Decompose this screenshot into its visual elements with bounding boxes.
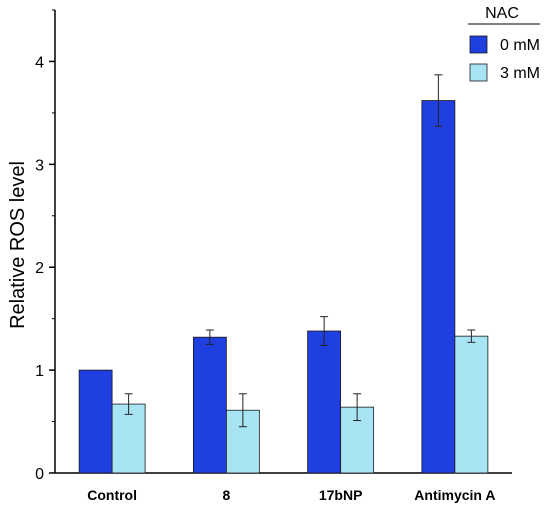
bar xyxy=(421,100,456,474)
x-category-label: Antimycin A xyxy=(414,487,495,503)
bar xyxy=(454,335,489,474)
x-category-label: Control xyxy=(87,487,137,503)
y-tick-label: 1 xyxy=(35,363,44,380)
y-tick-label: 2 xyxy=(35,260,44,277)
bars xyxy=(78,74,489,474)
legend: NAC 0 mM 3 mM xyxy=(468,5,540,82)
bar xyxy=(78,369,113,474)
bar xyxy=(307,330,342,474)
x-category-label: 17bNP xyxy=(319,487,363,503)
legend-entry-label: 3 mM xyxy=(500,65,540,82)
x-category-label: 8 xyxy=(222,487,230,503)
y-tick-label: 4 xyxy=(35,54,44,71)
legend-swatch xyxy=(469,63,488,82)
legend-entry-label: 0 mM xyxy=(500,37,540,54)
legend-title: NAC xyxy=(485,5,519,22)
y-axis-label: Relative ROS level xyxy=(7,161,29,329)
bar xyxy=(192,336,227,474)
y-tick-label: 0 xyxy=(35,466,44,483)
legend-swatch xyxy=(469,35,488,54)
y-tick-label: 3 xyxy=(35,157,44,174)
